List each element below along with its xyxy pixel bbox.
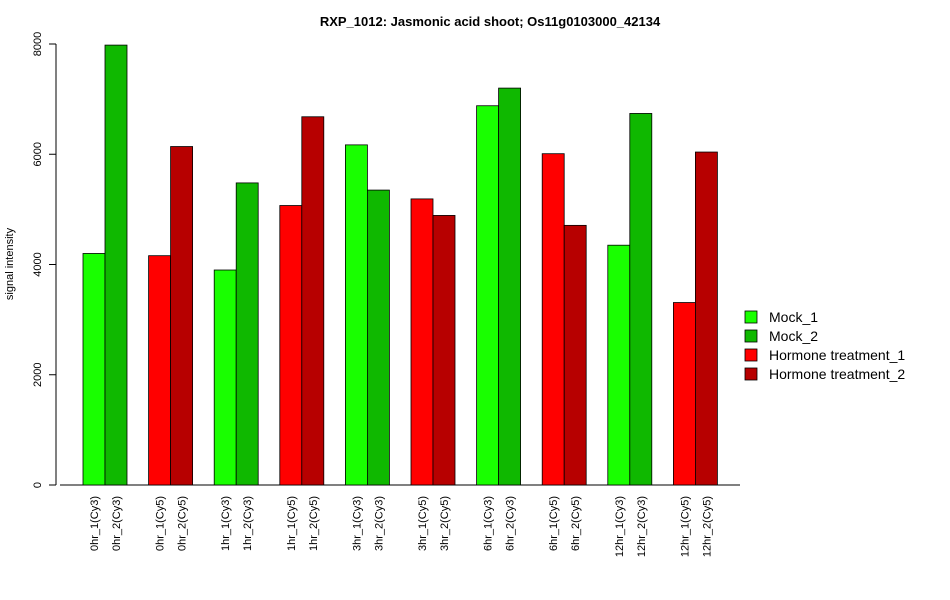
y-axis: 0 2000 4000 6000 8000 [32, 32, 57, 488]
bar [344, 144, 368, 486]
y-tick-label: 2000 [32, 363, 44, 387]
x-tick-label: 0hr_1(Cy3) [89, 496, 101, 551]
bar [695, 151, 718, 486]
y-tick-label: 4000 [32, 252, 44, 276]
bar [279, 205, 303, 486]
x-tick-label: 0hr_2(Cy3) [111, 496, 123, 551]
legend-label: Mock_2 [769, 328, 818, 344]
legend-label: Mock_1 [769, 309, 818, 325]
x-tick-label: 0hr_2(Cy5) [177, 496, 189, 551]
bar [301, 116, 325, 486]
x-tick-label: 3hr_1(Cy5) [417, 496, 429, 551]
legend-swatch [744, 367, 758, 381]
x-tick-label: 0hr_1(Cy5) [155, 496, 167, 551]
x-tick-label: 3hr_1(Cy3) [351, 496, 363, 551]
bar [366, 189, 390, 486]
bar [476, 105, 500, 486]
chart-title: RXP_1012: Jasmonic acid shoot; Os11g0103… [320, 14, 661, 29]
bar [82, 253, 106, 486]
bar [213, 269, 237, 486]
legend: Mock_1 Mock_2 Hormone treatment_1 Hormone t… [744, 309, 905, 382]
x-tick-label: 12hr_1(Cy3) [614, 496, 626, 557]
bar [170, 146, 194, 486]
y-tick-label: 0 [32, 482, 44, 488]
bars [82, 44, 718, 486]
bar [104, 44, 128, 486]
x-tick-label: 1hr_1(Cy3) [220, 496, 232, 551]
legend-label: Hormone treatment_1 [769, 347, 905, 363]
x-tick-label: 6hr_2(Cy5) [570, 496, 582, 551]
legend-swatch [744, 329, 758, 343]
bar [235, 182, 259, 486]
bar [148, 255, 172, 486]
bar [541, 153, 565, 486]
y-axis-label: signal intensity [4, 227, 16, 300]
x-tick-label: 1hr_2(Cy3) [242, 496, 254, 551]
legend-label: Hormone treatment_2 [769, 366, 905, 382]
bar [498, 87, 522, 486]
x-tick-label: 1hr_2(Cy5) [308, 496, 320, 551]
x-tick-label: 6hr_1(Cy5) [548, 496, 560, 551]
x-tick-label: 6hr_2(Cy3) [505, 496, 517, 551]
y-tick-label: 8000 [32, 32, 44, 56]
bar [563, 224, 587, 486]
legend-swatch [744, 348, 758, 362]
x-tick-label: 12hr_1(Cy5) [679, 496, 691, 557]
bar [410, 198, 434, 486]
legend-swatch [744, 310, 758, 324]
x-tick-label: 6hr_1(Cy3) [483, 496, 495, 551]
x-tick-label: 3hr_2(Cy3) [373, 496, 385, 551]
x-tick-label: 12hr_2(Cy5) [701, 496, 713, 557]
bar [607, 244, 631, 486]
bar [673, 302, 696, 486]
x-tick-label: 12hr_2(Cy3) [636, 496, 648, 557]
x-tick-label: 1hr_1(Cy5) [286, 496, 298, 551]
y-tick-label: 6000 [32, 142, 44, 166]
bar [432, 215, 456, 486]
x-tick-label: 3hr_2(Cy5) [439, 496, 451, 551]
bar [629, 113, 653, 486]
x-tick-labels: 0hr_1(Cy3) 0hr_2(Cy3) 0hr_1(Cy5) 0hr_2(Cy5)… [89, 496, 713, 557]
